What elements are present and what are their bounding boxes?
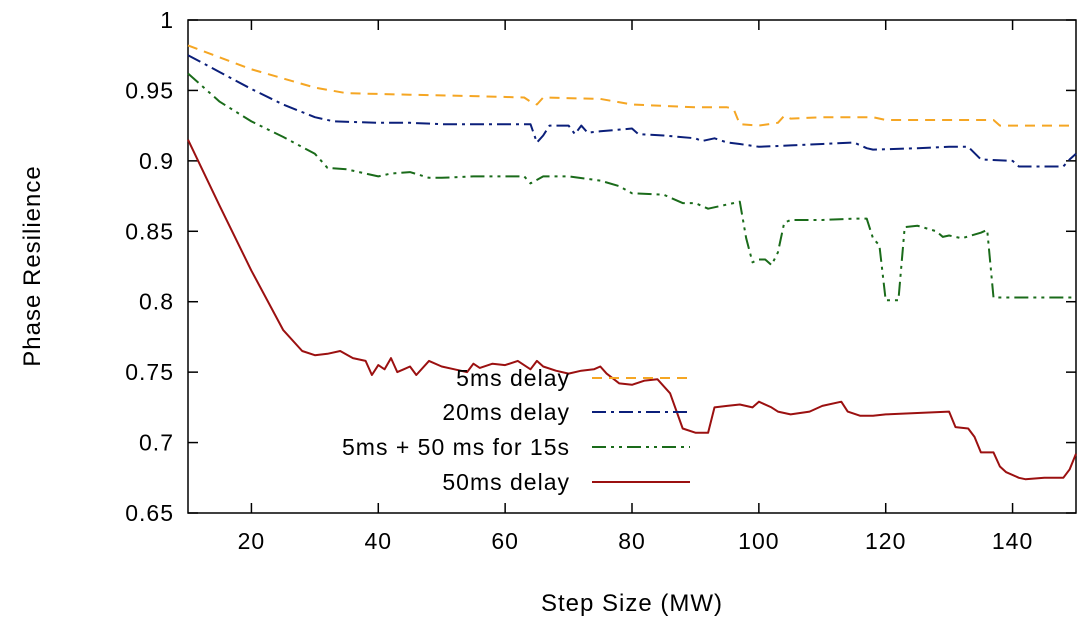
x-axis-label: Step Size (MW) bbox=[541, 590, 723, 617]
legend: 5ms delay 20ms delay 5ms + 50 ms for 15s 50… bbox=[342, 365, 690, 495]
x-tick-label: 40 bbox=[364, 528, 392, 554]
y-tick-label: 0.8 bbox=[139, 289, 174, 315]
y-tick-label: 1 bbox=[160, 7, 174, 33]
y-tick-label: 0.65 bbox=[125, 500, 174, 526]
y-tick-label: 0.7 bbox=[139, 430, 174, 456]
x-tick-label: 20 bbox=[238, 528, 266, 554]
plot-area-frame bbox=[187, 19, 1077, 514]
tick-marks bbox=[188, 19, 1076, 514]
y-tick-label: 0.85 bbox=[125, 218, 174, 244]
legend-label: 5ms delay bbox=[456, 365, 570, 391]
y-tick-label: 0.9 bbox=[139, 148, 174, 174]
x-tick-label: 140 bbox=[992, 528, 1033, 554]
series-line-2 bbox=[187, 54, 1077, 168]
y-axis-label: Phase Resilience bbox=[19, 165, 46, 366]
x-tick-label: 100 bbox=[738, 528, 779, 554]
x-tick-label: 80 bbox=[618, 528, 646, 554]
series-lines bbox=[187, 44, 1077, 481]
legend-label: 50ms delay bbox=[442, 469, 570, 495]
legend-label: 5ms + 50 ms for 15s bbox=[342, 434, 570, 460]
series-line-1 bbox=[187, 44, 1076, 127]
tick-labels: 20 40 60 80 100 120 140 0.65 0.7 0.75 0.8 0.85 0.9 0.… bbox=[125, 7, 1033, 554]
series-line-3 bbox=[187, 72, 1076, 302]
y-tick-label: 0.75 bbox=[125, 359, 174, 385]
series-line-4 bbox=[187, 139, 1077, 481]
x-tick-label: 60 bbox=[491, 528, 519, 554]
legend-label: 20ms delay bbox=[442, 399, 570, 425]
y-tick-label: 0.95 bbox=[125, 77, 174, 103]
x-tick-label: 120 bbox=[865, 528, 906, 554]
